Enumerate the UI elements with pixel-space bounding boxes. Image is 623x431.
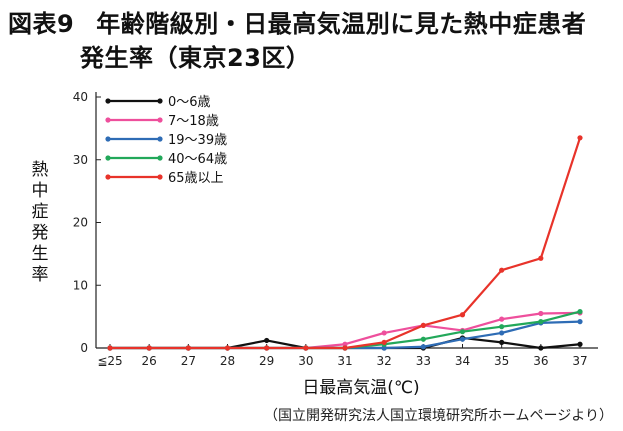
legend-marker-left-3 (105, 136, 111, 142)
series-5-point (538, 255, 544, 261)
y-tick-label: 20 (73, 216, 88, 230)
series-1-point (264, 337, 270, 344)
series-5-point (499, 267, 505, 273)
legend-marker-right-2 (157, 117, 163, 123)
series-4-point (499, 324, 505, 330)
x-tick-label: 36 (533, 354, 548, 368)
chart-title-text: 年齢階級別・日最高気温別に見た熱中症患者 (96, 10, 587, 38)
legend-label-2: 7～18歳 (168, 114, 219, 129)
series-3-point (459, 336, 466, 342)
x-tick-label: 30 (298, 354, 313, 368)
series-5-point (146, 345, 152, 351)
series-5-point (107, 345, 113, 351)
legend-label-4: 40～64歳 (168, 152, 227, 167)
series-3-point (499, 330, 505, 336)
x-tick-label: 35 (494, 354, 509, 368)
legend-marker-left-2 (105, 117, 111, 123)
x-tick-label: 33 (416, 354, 431, 368)
chart-title-line2: 発生率（東京23区） (80, 44, 311, 72)
legend-marker-left-5 (105, 174, 111, 180)
x-tick-label: 27 (181, 354, 196, 368)
legend-marker-left-4 (105, 155, 111, 161)
series-4-point (577, 309, 583, 315)
series-5-point (264, 345, 270, 351)
y-axis-label: 熱中症発生率 (31, 160, 49, 285)
series-3-point (577, 319, 583, 325)
series-4-point (420, 336, 426, 342)
legend-label-3: 19～39歳 (168, 133, 227, 148)
series-2-point (342, 341, 348, 347)
series-2-point (381, 330, 387, 336)
x-tick-label: 32 (377, 354, 392, 368)
series-5-point (420, 322, 426, 329)
series-line-5 (108, 136, 582, 350)
x-tick-label: 29 (259, 354, 274, 368)
x-tick-label: 26 (142, 354, 157, 368)
series-1-point (538, 345, 544, 351)
series-4-point (538, 319, 544, 325)
y-tick-label: 30 (73, 153, 88, 167)
x-tick-label: 34 (455, 354, 470, 368)
series-5-point (577, 135, 583, 141)
series-5-point (342, 345, 348, 351)
figure-label: 図表9 (8, 10, 75, 38)
legend-marker-right-3 (157, 136, 163, 142)
series-1-point (577, 341, 583, 347)
legend-marker-right-4 (157, 155, 163, 161)
x-tick-label: 37 (572, 354, 587, 368)
legend-marker-left-1 (105, 98, 111, 104)
series-5-point (459, 312, 466, 318)
source-note: （国立開発研究法人国立環境研究所ホームページより） (263, 408, 613, 424)
series-3-point (420, 344, 426, 350)
series-5-point (381, 339, 387, 345)
y-tick-label: 40 (73, 90, 88, 104)
series-5-point (303, 345, 309, 351)
chart-title-line1: 図表9 年齢階級別・日最高気温別に見た熱中症患者 (8, 4, 586, 39)
x-tick-label: 28 (220, 354, 235, 368)
series-2-point (499, 316, 505, 322)
series-5-point (224, 345, 231, 351)
x-axis-label: 日最高気温(℃) (302, 378, 419, 398)
x-tick-label: 31 (337, 354, 352, 368)
series-2-point (538, 310, 544, 317)
legend-label-5: 65歳以上 (168, 171, 224, 186)
y-tick-label: 10 (73, 278, 88, 292)
legend-marker-right-5 (157, 174, 163, 180)
series-1-point (499, 339, 505, 345)
series-5-point (185, 345, 191, 351)
legend-label-1: 0～6歳 (168, 95, 211, 110)
series-3-point (381, 345, 387, 351)
x-tick-label: ≦25 (97, 354, 122, 368)
legend-marker-right-1 (157, 98, 163, 104)
series-4-point (459, 329, 466, 335)
y-tick-label: 0 (80, 341, 88, 355)
